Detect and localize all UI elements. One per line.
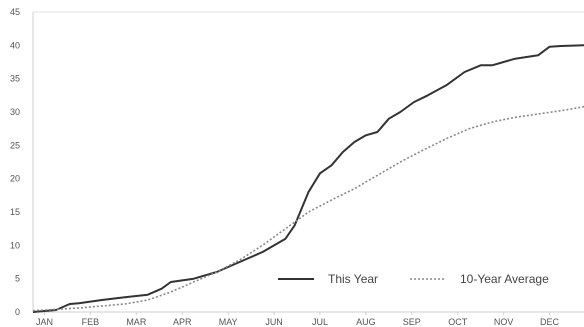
y-tick-label: 0 [15,307,20,317]
y-tick-label: 45 [10,7,20,17]
x-tick-label: OCT [448,317,468,327]
x-tick-label: APR [173,317,192,327]
x-tick-label: MAY [219,317,238,327]
chart-axes [32,11,584,313]
y-tick-label: 10 [10,240,20,250]
x-tick-label: JAN [36,317,53,327]
x-tick-label: SEP [403,317,421,327]
y-tick-label: 5 [15,274,20,284]
legend-label-this-year: This Year [328,272,378,286]
y-tick-label: 25 [10,140,20,150]
y-tick-label: 30 [10,107,20,117]
x-tick-label: JUL [312,317,328,327]
x-tick-label: FEB [82,317,100,327]
x-tick-label: MAR [126,317,147,327]
legend-label-ten-year-average: 10-Year Average [460,272,549,286]
x-tick-label: NOV [494,317,514,327]
y-tick-label: 15 [10,207,20,217]
x-axis-ticks: JAN FEB MAR APR MAY JUN JUL AUG SEP OCT NOV DEC [36,312,560,327]
y-tick-label: 40 [10,40,20,50]
y-tick-label: 20 [10,174,20,184]
y-tick-label: 35 [10,74,20,84]
chart-legend: This Year 10-Year Average [278,272,549,286]
x-tick-label: AUG [356,317,376,327]
series-layer [32,44,584,313]
series-line-ten-year-average [32,105,584,312]
x-tick-label: JUN [265,317,283,327]
series-line-this-year [32,44,584,313]
x-tick-label: DEC [540,317,560,327]
y-axis-ticks: 0 5 10 15 20 25 30 35 40 45 [10,7,20,317]
